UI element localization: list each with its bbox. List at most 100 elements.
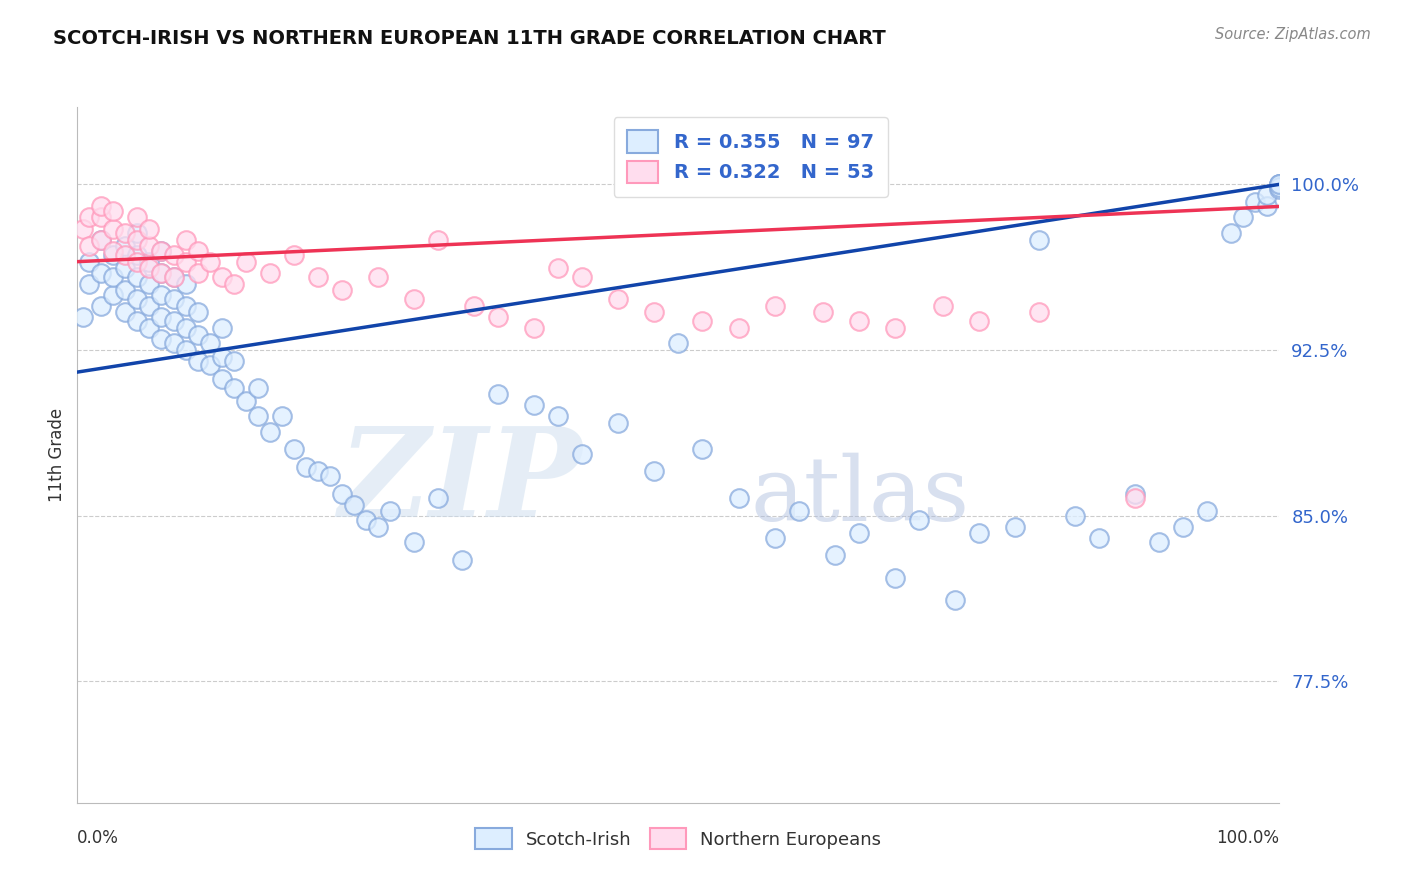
Point — [486, 310, 509, 324]
Point — [1088, 531, 1111, 545]
Point — [186, 266, 209, 280]
Point — [343, 498, 366, 512]
Point — [883, 570, 905, 584]
Point — [427, 491, 450, 505]
Point — [114, 284, 136, 298]
Point — [198, 359, 221, 373]
Point — [72, 221, 94, 235]
Point — [307, 465, 329, 479]
Point — [259, 266, 281, 280]
Point — [643, 305, 665, 319]
Point — [138, 221, 160, 235]
Point — [150, 332, 173, 346]
Point — [222, 380, 245, 394]
Point — [174, 233, 197, 247]
Point — [259, 425, 281, 439]
Point — [330, 284, 353, 298]
Point — [222, 354, 245, 368]
Point — [883, 321, 905, 335]
Point — [211, 321, 233, 335]
Point — [1028, 305, 1050, 319]
Point — [174, 321, 197, 335]
Point — [908, 513, 931, 527]
Point — [354, 513, 377, 527]
Point — [1268, 178, 1291, 192]
Point — [547, 409, 569, 424]
Point — [967, 526, 990, 541]
Point — [1149, 535, 1171, 549]
Point — [150, 287, 173, 301]
Point — [103, 270, 125, 285]
Point — [571, 447, 593, 461]
Point — [378, 504, 401, 518]
Point — [198, 336, 221, 351]
Point — [150, 244, 173, 258]
Point — [1004, 519, 1026, 533]
Point — [943, 592, 966, 607]
Point — [330, 486, 353, 500]
Point — [607, 416, 630, 430]
Point — [848, 526, 870, 541]
Point — [763, 531, 786, 545]
Point — [114, 226, 136, 240]
Point — [787, 504, 810, 518]
Point — [1256, 199, 1278, 213]
Point — [162, 336, 184, 351]
Point — [72, 310, 94, 324]
Point — [932, 299, 955, 313]
Point — [150, 244, 173, 258]
Point — [283, 248, 305, 262]
Point — [162, 248, 184, 262]
Point — [127, 233, 149, 247]
Point — [174, 299, 197, 313]
Point — [294, 460, 316, 475]
Point — [90, 211, 112, 225]
Point — [114, 261, 136, 276]
Point — [811, 305, 834, 319]
Point — [127, 248, 149, 262]
Point — [848, 314, 870, 328]
Point — [138, 239, 160, 253]
Point — [1197, 504, 1219, 518]
Point — [643, 465, 665, 479]
Point — [103, 287, 125, 301]
Point — [1123, 486, 1146, 500]
Point — [174, 254, 197, 268]
Point — [270, 409, 292, 424]
Text: atlas: atlas — [751, 453, 970, 541]
Point — [138, 277, 160, 291]
Point — [307, 270, 329, 285]
Point — [1123, 491, 1146, 505]
Point — [114, 305, 136, 319]
Point — [186, 327, 209, 342]
Point — [571, 270, 593, 285]
Point — [319, 469, 342, 483]
Point — [246, 409, 269, 424]
Text: Source: ZipAtlas.com: Source: ZipAtlas.com — [1215, 27, 1371, 42]
Point — [103, 203, 125, 218]
Point — [162, 314, 184, 328]
Point — [211, 372, 233, 386]
Point — [607, 292, 630, 306]
Point — [235, 393, 257, 408]
Point — [427, 233, 450, 247]
Point — [114, 248, 136, 262]
Point — [90, 233, 112, 247]
Point — [283, 442, 305, 457]
Point — [138, 299, 160, 313]
Point — [1256, 188, 1278, 202]
Point — [103, 221, 125, 235]
Point — [1244, 194, 1267, 209]
Point — [198, 254, 221, 268]
Text: 0.0%: 0.0% — [77, 830, 120, 847]
Point — [222, 277, 245, 291]
Point — [367, 270, 389, 285]
Point — [186, 244, 209, 258]
Point — [523, 321, 546, 335]
Point — [1268, 182, 1291, 196]
Point — [174, 277, 197, 291]
Point — [1028, 233, 1050, 247]
Point — [114, 239, 136, 253]
Point — [763, 299, 786, 313]
Point — [103, 248, 125, 262]
